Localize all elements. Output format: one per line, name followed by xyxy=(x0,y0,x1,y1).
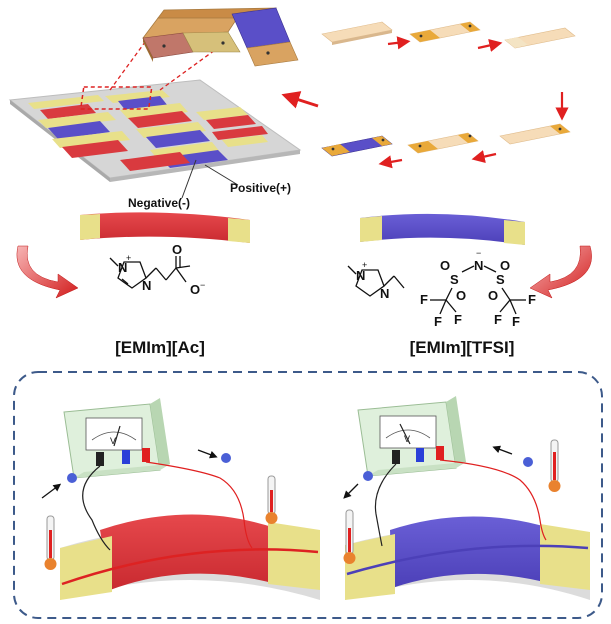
atom-f6: F xyxy=(494,312,502,327)
thermometer-icon xyxy=(548,439,561,492)
fabrication-steps xyxy=(321,21,576,157)
emim-tfsi-label: [EMIm][TFSI] xyxy=(410,338,515,357)
charge-minus: − xyxy=(200,280,205,290)
atom-o4: O xyxy=(488,288,498,303)
measurement-left: V xyxy=(41,398,320,600)
emim-ac-label: [EMIm][Ac] xyxy=(115,338,205,357)
blue-strip xyxy=(360,213,525,245)
atom-f3: F xyxy=(454,312,462,327)
charge-minus: − xyxy=(476,248,481,258)
measurement-right: V xyxy=(343,396,590,600)
voltmeter-icon xyxy=(379,415,437,449)
atom-f4: F xyxy=(528,292,536,307)
red-strip xyxy=(80,212,250,243)
electron-icon xyxy=(67,473,77,483)
thermometer-icon xyxy=(343,509,356,564)
positive-label: Positive(+) xyxy=(230,181,291,195)
atom-f1: F xyxy=(420,292,428,307)
atom-n1: N xyxy=(356,268,365,283)
negative-label: Negative(-) xyxy=(128,196,190,210)
array-strips xyxy=(28,90,268,171)
charge-plus: + xyxy=(362,260,367,270)
process-arrows xyxy=(281,36,569,169)
electron-icon xyxy=(363,471,373,481)
meter-symbol: V xyxy=(404,434,410,444)
meter-symbol: V xyxy=(110,436,116,446)
structure-emim-tfsi xyxy=(347,265,526,315)
atom-o1: O xyxy=(172,242,182,257)
thermometer-icon xyxy=(265,475,278,524)
atom-o2: O xyxy=(190,282,200,297)
electron-icon xyxy=(221,453,231,463)
device-array xyxy=(8,37,302,199)
electron-icon xyxy=(523,457,533,467)
structure-emim-ac xyxy=(109,256,191,289)
atom-s1: S xyxy=(450,272,459,287)
bottom-frame xyxy=(13,371,603,619)
atom-n2: N xyxy=(380,286,389,301)
u-shaped-device xyxy=(142,7,299,67)
curved-arrow-icon xyxy=(16,245,79,299)
atom-n2: N xyxy=(142,278,151,293)
curved-arrow-icon xyxy=(529,245,592,299)
atom-f5: F xyxy=(512,314,520,329)
atom-f2: F xyxy=(434,314,442,329)
thermometer-icon xyxy=(44,515,57,570)
atom-o1: O xyxy=(440,258,450,273)
atom-o3: O xyxy=(500,258,510,273)
atom-n1: N xyxy=(118,260,127,275)
atom-o2: O xyxy=(456,288,466,303)
charge-plus: + xyxy=(126,253,131,263)
atom-s2: S xyxy=(496,272,505,287)
atom-n3: N xyxy=(474,258,483,273)
